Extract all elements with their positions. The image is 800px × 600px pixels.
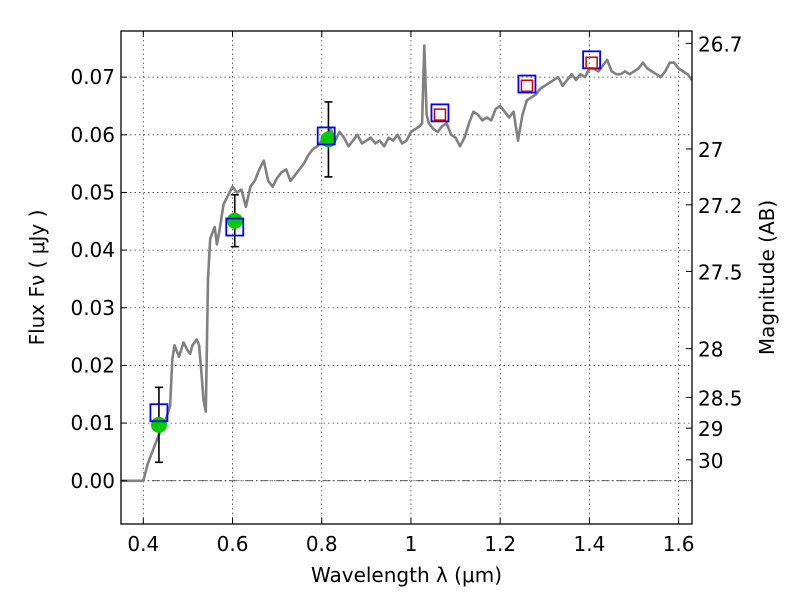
error-bars [154, 101, 333, 464]
model-photometry-box [316, 126, 336, 146]
model-photometry-box [430, 103, 450, 123]
spectrum-series-line [121, 44, 694, 483]
axis-ticks [121, 31, 692, 524]
upper-limit-box [585, 56, 598, 69]
x-axis-label: Wavelength λ (μm) [311, 563, 502, 587]
observed-flux-point [226, 212, 243, 229]
x-tick-label: 1.2 [484, 532, 516, 556]
observed-points [150, 131, 337, 433]
y-tick-label: 0.05 [70, 180, 115, 204]
grid-lines [121, 31, 692, 524]
y-tick-label: 0.00 [70, 469, 115, 493]
model-photometry-box [517, 74, 537, 94]
magnitude-tick-label: 29 [698, 417, 723, 441]
magnitude-tick-label: 28.5 [698, 386, 743, 410]
observed-flux-point [320, 131, 337, 148]
model-photometry-box [225, 217, 245, 237]
y-tick-label: 0.01 [70, 411, 115, 435]
y-tick-labels: 0.00 0.01 0.02 0.03 0.04 0.05 0.06 0.07 [70, 65, 115, 493]
x-tick-label: 0.8 [306, 532, 338, 556]
upper-limit-boxes [433, 56, 598, 121]
magnitude-tick-label: 28 [698, 338, 723, 362]
x-tick-label: 0.6 [217, 532, 249, 556]
y-tick-label: 0.02 [70, 353, 115, 377]
x-tick-label: 1.6 [663, 532, 695, 556]
x-tick-label: 0.4 [127, 532, 159, 556]
y-tick-label: 0.07 [70, 65, 115, 89]
magnitude-tick-label: 27.5 [698, 260, 743, 284]
upper-limit-box [520, 79, 534, 93]
y-tick-label: 0.04 [70, 238, 115, 262]
magnitude-tick-label: 27.2 [698, 194, 743, 218]
model-spectrum-line [121, 44, 694, 483]
observed-flux-point [150, 416, 167, 433]
upper-limit-box [433, 108, 447, 121]
magnitude-tick-labels: 26.7 27 27.2 27.5 28 28.5 29 30 [698, 32, 743, 472]
y-axis-label: Flux Fν ( μJy ) [25, 210, 49, 346]
y-tick-label: 0.03 [70, 296, 115, 320]
model-photometry-box [149, 403, 169, 423]
magnitude-tick-label: 27 [698, 138, 723, 162]
magnitude-tick-label: 26.7 [698, 32, 743, 56]
magnitude-tick-label: 30 [698, 449, 723, 473]
y2-axis-label: Magnitude (AB) [755, 200, 779, 355]
x-tick-label: 1 [405, 532, 418, 556]
x-tick-label: 1.4 [573, 532, 605, 556]
x-tick-labels: 0.4 0.6 0.8 1 1.2 1.4 1.6 [127, 532, 694, 556]
plot-frame [120, 30, 693, 525]
y-tick-label: 0.06 [70, 123, 115, 147]
